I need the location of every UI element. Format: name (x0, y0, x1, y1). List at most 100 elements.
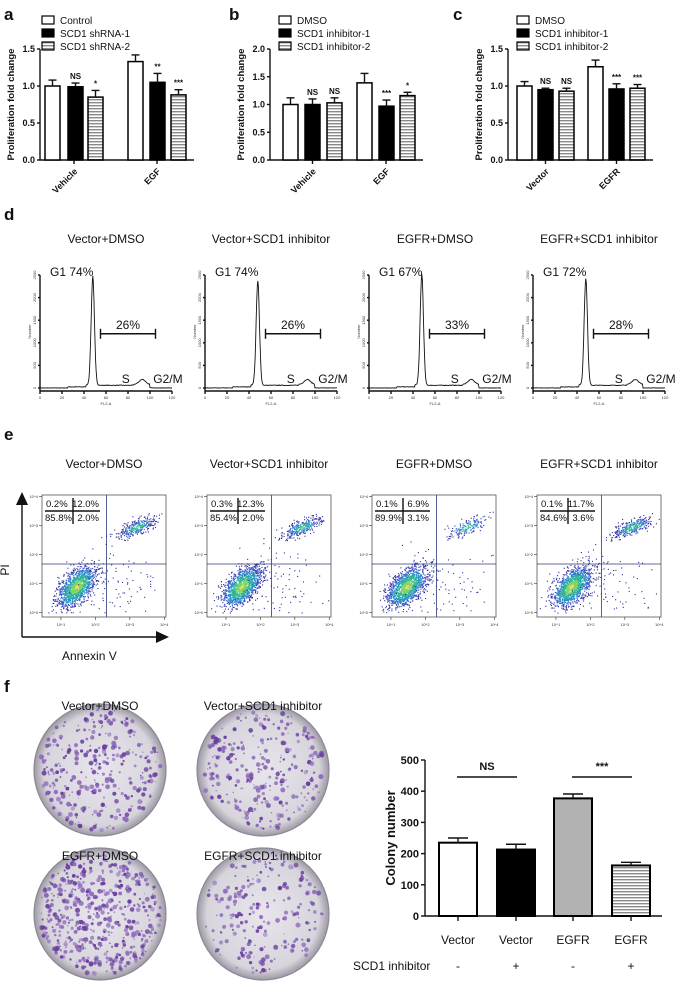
event-point (420, 569, 422, 571)
event-point (408, 575, 410, 577)
event-point (56, 605, 58, 607)
event-point (296, 525, 298, 527)
event-point (124, 528, 126, 530)
event-point (150, 580, 152, 582)
event-point (79, 597, 81, 599)
event-point (255, 567, 257, 569)
event-point (95, 576, 97, 578)
event-point (60, 593, 62, 595)
event-point (247, 585, 249, 587)
event-point (70, 571, 72, 573)
x-tick-label: 20 (553, 395, 558, 400)
event-point (98, 564, 100, 566)
event-point (247, 558, 249, 560)
event-point (250, 567, 252, 569)
event-point (320, 519, 322, 521)
event-point (237, 585, 239, 587)
event-point (245, 596, 247, 598)
event-point (245, 581, 247, 583)
event-point (316, 523, 318, 525)
event-point (246, 589, 248, 591)
event-point (235, 590, 237, 592)
event-point (224, 599, 226, 601)
event-point (248, 570, 250, 572)
y-tick-label: 2.0 (252, 44, 265, 54)
event-point (396, 591, 398, 593)
event-point (383, 595, 385, 597)
event-point (305, 528, 307, 530)
event-point (251, 579, 253, 581)
event-point (143, 525, 145, 527)
event-point (416, 598, 418, 600)
event-point (81, 595, 83, 597)
event-point (54, 595, 56, 597)
event-point (76, 587, 78, 589)
event-point (122, 564, 124, 566)
event-point (229, 580, 231, 582)
event-point (255, 571, 257, 573)
event-point (309, 524, 311, 526)
event-point (250, 592, 252, 594)
event-point (418, 586, 420, 588)
event-point (243, 585, 245, 587)
event-point (426, 561, 428, 563)
event-point (79, 567, 81, 569)
event-point (390, 583, 392, 585)
event-point (414, 594, 416, 596)
event-point (242, 592, 244, 594)
event-point (93, 581, 95, 583)
significance-label: ** (154, 62, 161, 71)
event-point (244, 600, 246, 602)
event-point (57, 602, 59, 604)
event-point (245, 586, 247, 588)
event-point (254, 576, 256, 578)
event-point (81, 581, 83, 583)
event-point (404, 597, 406, 599)
event-point (405, 590, 407, 592)
event-point (81, 602, 83, 604)
event-point (90, 595, 92, 597)
event-point (384, 600, 386, 602)
event-point (295, 596, 297, 598)
event-point (320, 523, 322, 525)
event-point (409, 578, 411, 580)
event-point (419, 581, 421, 583)
bar (399, 94, 416, 161)
event-point (404, 575, 406, 577)
event-point (78, 579, 80, 581)
event-point (234, 581, 236, 583)
event-point (236, 586, 238, 588)
event-point (136, 522, 138, 524)
event-point (66, 612, 68, 614)
event-point (138, 524, 140, 526)
event-point (65, 604, 67, 606)
event-point (253, 576, 255, 578)
event-point (293, 533, 295, 535)
event-point (296, 533, 298, 535)
event-point (65, 582, 67, 584)
event-point (313, 523, 315, 525)
event-point (397, 605, 399, 607)
event-point (91, 559, 93, 561)
event-point (252, 568, 254, 570)
event-point (299, 538, 301, 540)
event-point (73, 598, 75, 600)
sg2m-percent: 26% (281, 318, 305, 332)
event-point (227, 600, 229, 602)
event-point (239, 590, 241, 592)
event-point (395, 603, 397, 605)
event-point (411, 583, 413, 585)
event-point (419, 584, 421, 586)
event-point (221, 606, 223, 608)
event-point (74, 593, 76, 595)
event-point (84, 557, 86, 559)
event-point (267, 600, 269, 602)
event-point (130, 525, 132, 527)
event-point (229, 598, 231, 600)
event-point (281, 537, 283, 539)
event-point (386, 612, 388, 614)
event-point (252, 609, 254, 611)
event-point (278, 566, 280, 568)
event-point (417, 573, 419, 575)
event-point (90, 583, 92, 585)
